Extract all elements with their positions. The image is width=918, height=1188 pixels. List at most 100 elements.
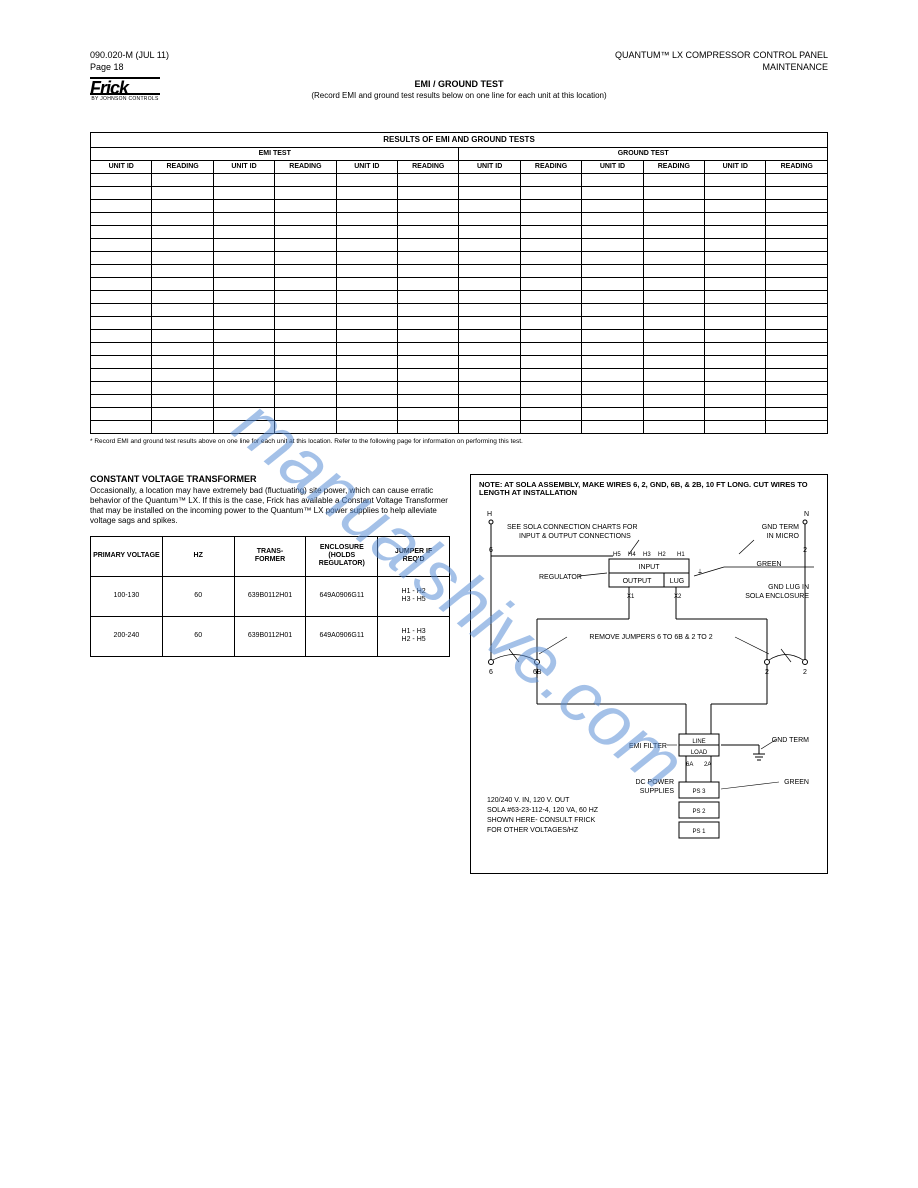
svg-text:PS 2: PS 2 bbox=[692, 809, 706, 815]
lower-section: CONSTANT VOLTAGE TRANSFORMER Occasionall… bbox=[90, 474, 828, 874]
table-cell bbox=[275, 238, 336, 251]
sola-header: JUMPER IFREQ'D bbox=[378, 536, 450, 576]
table-cell bbox=[459, 199, 520, 212]
table-col-header: READING bbox=[643, 161, 704, 174]
table-cell bbox=[398, 368, 459, 381]
table-cell bbox=[582, 238, 643, 251]
table-cell bbox=[582, 394, 643, 407]
table-col-header: READING bbox=[520, 161, 581, 174]
svg-text:OUTPUT: OUTPUT bbox=[623, 578, 653, 585]
diagram-svg: H N SEE SOLA CONNECTION CHARTS FOR INPUT… bbox=[479, 504, 819, 854]
see-sola-1: SEE SOLA CONNECTION CHARTS FOR bbox=[507, 524, 638, 531]
table-cell bbox=[520, 290, 581, 303]
table-cell bbox=[336, 407, 397, 420]
table-cell bbox=[582, 355, 643, 368]
table-cell bbox=[705, 199, 766, 212]
table-col-header: READING bbox=[398, 161, 459, 174]
table-cell bbox=[643, 186, 704, 199]
table-cell bbox=[705, 329, 766, 342]
table-cell bbox=[213, 199, 274, 212]
svg-text:GND TERM: GND TERM bbox=[762, 524, 799, 531]
svg-text:X1: X1 bbox=[627, 594, 635, 600]
table-cell bbox=[213, 407, 274, 420]
table-cell bbox=[152, 290, 213, 303]
table-cell bbox=[213, 329, 274, 342]
table-footnote: * Record EMI and ground test results abo… bbox=[90, 438, 828, 446]
table-cell bbox=[459, 407, 520, 420]
svg-text:H1: H1 bbox=[677, 552, 685, 558]
table-cell bbox=[582, 303, 643, 316]
table-cell bbox=[582, 342, 643, 355]
table-cell bbox=[152, 264, 213, 277]
table-cell bbox=[91, 420, 152, 433]
table-col-header: READING bbox=[152, 161, 213, 174]
table-row bbox=[91, 316, 828, 329]
table-cell bbox=[459, 290, 520, 303]
table-cell bbox=[275, 303, 336, 316]
table-cell bbox=[766, 173, 828, 186]
table-cell bbox=[705, 420, 766, 433]
table-cell bbox=[459, 173, 520, 186]
table-cell bbox=[91, 277, 152, 290]
table-cell bbox=[398, 329, 459, 342]
table-row bbox=[91, 277, 828, 290]
table-cell bbox=[213, 290, 274, 303]
table-cell bbox=[398, 212, 459, 225]
table-cell bbox=[643, 329, 704, 342]
table-cell bbox=[336, 394, 397, 407]
table-cell bbox=[152, 212, 213, 225]
table-row bbox=[91, 212, 828, 225]
doc-subtitle: MAINTENANCE bbox=[615, 62, 828, 74]
results-table: RESULTS OF EMI AND GROUND TESTS EMI TEST… bbox=[90, 132, 828, 433]
svg-text:LUG: LUG bbox=[670, 578, 684, 585]
svg-text:H5: H5 bbox=[613, 552, 621, 558]
sola-cell: 649A0906G11 bbox=[306, 616, 378, 656]
page-header: 090.020-M (JUL 11) Page 18 QUANTUM™ LX C… bbox=[90, 50, 828, 73]
table-cell bbox=[582, 290, 643, 303]
svg-text:REGULATOR: REGULATOR bbox=[539, 574, 582, 581]
table-cell bbox=[643, 420, 704, 433]
svg-text:GREEN: GREEN bbox=[784, 779, 809, 786]
table-cell bbox=[643, 394, 704, 407]
table-cell bbox=[643, 381, 704, 394]
table-cell bbox=[643, 316, 704, 329]
table-cell bbox=[705, 238, 766, 251]
table-cell bbox=[520, 238, 581, 251]
table-cell bbox=[643, 355, 704, 368]
table-cell bbox=[398, 264, 459, 277]
table-cell bbox=[766, 303, 828, 316]
sola-cell: H1 - H3H2 - H5 bbox=[378, 616, 450, 656]
table-cell bbox=[213, 355, 274, 368]
table-cell bbox=[705, 316, 766, 329]
table-cell bbox=[459, 264, 520, 277]
table-cell bbox=[152, 368, 213, 381]
wiring-diagram: NOTE: AT SOLA ASSEMBLY, MAKE WIRES 6, 2,… bbox=[470, 474, 828, 874]
table-cell bbox=[766, 407, 828, 420]
table-cell bbox=[459, 368, 520, 381]
table-cell bbox=[152, 355, 213, 368]
table-cell bbox=[213, 225, 274, 238]
table-cell bbox=[213, 316, 274, 329]
table-cell bbox=[91, 355, 152, 368]
table-cell bbox=[152, 199, 213, 212]
svg-text:H3: H3 bbox=[643, 552, 651, 558]
table-cell bbox=[520, 251, 581, 264]
table-cell bbox=[705, 251, 766, 264]
table-cell bbox=[213, 277, 274, 290]
table-cell bbox=[520, 212, 581, 225]
see-sola-2: INPUT & OUTPUT CONNECTIONS bbox=[519, 533, 631, 540]
svg-text:LINE: LINE bbox=[692, 739, 705, 745]
table-col-header: UNIT ID bbox=[91, 161, 152, 174]
table-cell bbox=[766, 342, 828, 355]
table-cell bbox=[459, 355, 520, 368]
table-cell bbox=[582, 173, 643, 186]
table-cell bbox=[398, 238, 459, 251]
table-cell bbox=[152, 238, 213, 251]
table-cell bbox=[398, 251, 459, 264]
table-cell bbox=[213, 186, 274, 199]
table-row bbox=[91, 355, 828, 368]
table-cell bbox=[336, 368, 397, 381]
table-cell bbox=[643, 264, 704, 277]
table-row bbox=[91, 329, 828, 342]
table-cell bbox=[336, 264, 397, 277]
